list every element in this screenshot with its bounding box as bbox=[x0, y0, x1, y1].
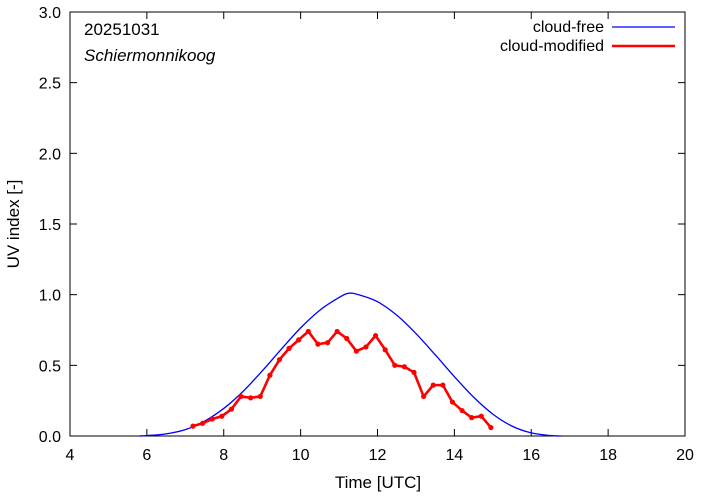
data-point-cloud-modified bbox=[421, 393, 427, 400]
data-point-cloud-modified bbox=[200, 420, 206, 426]
legend-label-cloud-modified: cloud-modified bbox=[500, 38, 604, 55]
x-tick-label: 8 bbox=[219, 447, 228, 464]
data-point-cloud-modified bbox=[219, 413, 225, 419]
data-point-cloud-modified bbox=[440, 382, 446, 388]
legend-label-cloud-free: cloud-free bbox=[533, 19, 604, 36]
y-tick-label: 1.0 bbox=[39, 288, 61, 305]
x-tick-label: 16 bbox=[522, 447, 540, 464]
data-point-cloud-modified bbox=[401, 364, 408, 370]
y-tick-label: 1.5 bbox=[39, 217, 61, 234]
data-point-cloud-modified bbox=[286, 345, 292, 351]
y-tick-label: 2.5 bbox=[39, 76, 61, 93]
x-tick-label: 20 bbox=[676, 447, 694, 464]
x-tick-label: 14 bbox=[445, 447, 463, 464]
x-tick-label: 12 bbox=[369, 447, 387, 464]
data-point-cloud-modified bbox=[372, 333, 379, 339]
legend: cloud-free cloud-modified bbox=[500, 19, 675, 55]
data-point-cloud-modified bbox=[353, 348, 359, 354]
y-axis-title: UV index [-] bbox=[4, 180, 23, 269]
data-point-cloud-modified bbox=[257, 393, 263, 400]
x-tick-label: 4 bbox=[66, 447, 75, 464]
y-tick-label: 2.0 bbox=[39, 146, 61, 163]
date-annotation: 20251031 bbox=[84, 20, 160, 39]
data-point-cloud-modified bbox=[449, 399, 456, 405]
data-point-cloud-modified bbox=[430, 382, 436, 388]
x-tick-label: 6 bbox=[142, 447, 151, 464]
data-point-cloud-modified bbox=[392, 362, 398, 368]
data-point-cloud-modified bbox=[478, 413, 484, 419]
data-point-cloud-modified bbox=[459, 407, 465, 414]
y-tick-label: 0.0 bbox=[39, 429, 61, 446]
y-tick-label: 3.0 bbox=[39, 5, 61, 22]
x-tick-label: 10 bbox=[292, 447, 310, 464]
data-point-cloud-modified bbox=[190, 423, 196, 429]
data-point-cloud-modified bbox=[296, 337, 302, 343]
series-line-cloud-modified bbox=[192, 330, 492, 429]
data-point-cloud-modified bbox=[469, 415, 475, 421]
data-point-cloud-modified bbox=[344, 335, 350, 342]
data-point-cloud-modified bbox=[363, 344, 369, 350]
data-point-cloud-modified bbox=[228, 406, 235, 412]
data-point-cloud-modified bbox=[267, 372, 273, 378]
y-tick-label: 0.5 bbox=[39, 358, 61, 375]
data-point-cloud-modified bbox=[305, 328, 311, 335]
location-annotation: Schiermonnikoog bbox=[84, 46, 216, 65]
data-point-cloud-modified bbox=[248, 395, 254, 401]
data-point-cloud-modified bbox=[209, 416, 215, 422]
x-axis-title: Time [UTC] bbox=[335, 473, 421, 492]
data-point-cloud-modified bbox=[276, 357, 283, 363]
plot-frame bbox=[69, 11, 686, 437]
axis-ticks: 4 6 8 10 12 14 16 18 20 0.0 0.5 1.0 1.5 2.0 2.5 3.0 bbox=[39, 5, 694, 464]
data-point-cloud-modified bbox=[411, 369, 417, 375]
data-point-cloud-modified bbox=[324, 340, 331, 346]
series-line-cloud-free bbox=[139, 292, 563, 437]
data-point-cloud-modified bbox=[334, 328, 340, 335]
data-point-cloud-modified bbox=[488, 424, 494, 431]
data-point-cloud-modified bbox=[315, 341, 321, 347]
series bbox=[139, 292, 563, 437]
x-tick-label: 18 bbox=[599, 447, 617, 464]
data-point-cloud-modified bbox=[382, 347, 388, 353]
data-point-cloud-modified bbox=[238, 393, 244, 400]
